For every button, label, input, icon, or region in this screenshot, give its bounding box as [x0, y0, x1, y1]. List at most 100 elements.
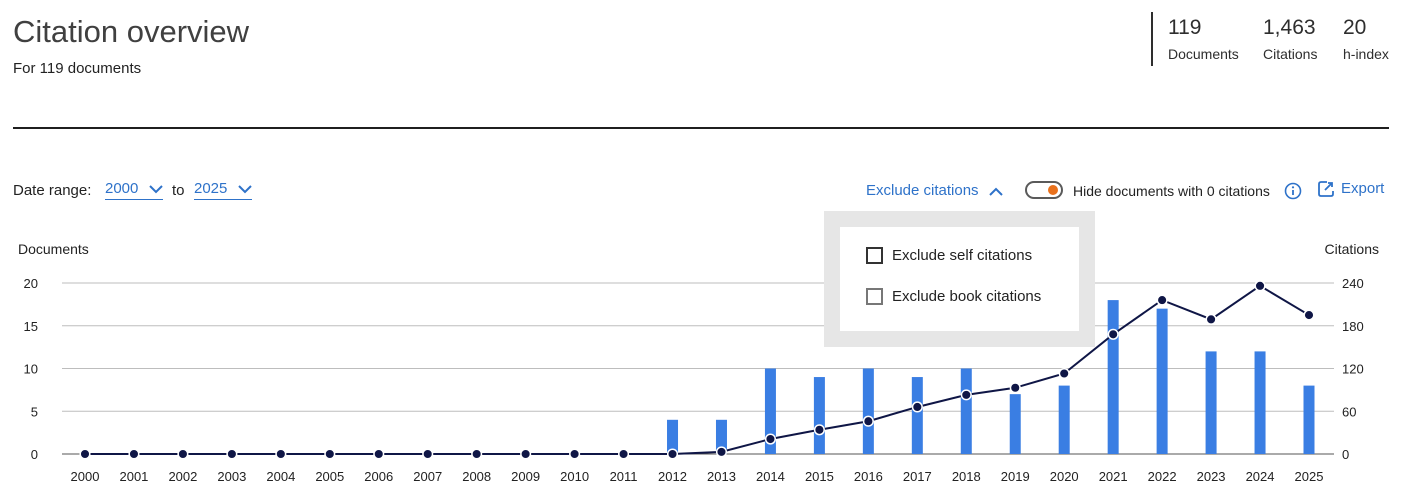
page-subtitle: For 119 documents [13, 60, 142, 77]
metric-value: 20 [1343, 16, 1367, 39]
data-point [813, 424, 825, 436]
exclude-citations-button[interactable]: Exclude citations [866, 182, 1003, 199]
x-tick-label: 2006 [364, 469, 393, 484]
page-title: Citation overview [13, 14, 250, 49]
exclude-citations-label: Exclude citations [866, 182, 979, 199]
export-button[interactable]: Export [1317, 180, 1384, 198]
exclude-book-citations-option[interactable]: Exclude book citations [866, 288, 1041, 305]
y2-tick-label: 0 [1342, 447, 1349, 462]
hide-zero-citations-toggle[interactable] [1025, 181, 1063, 199]
data-point [1156, 294, 1168, 306]
bar [1205, 351, 1217, 454]
metric-h-index: 20 h-index [1343, 16, 1389, 62]
y-tick-label: 20 [24, 276, 38, 291]
metric-value: 1,463 [1263, 16, 1316, 39]
data-point [422, 448, 434, 460]
hide-zero-citations-label: Hide documents with 0 citations [1073, 183, 1270, 199]
export-icon [1318, 181, 1334, 197]
data-point [960, 389, 972, 401]
bar [862, 368, 874, 454]
exclude-book-citations-checkbox[interactable] [866, 288, 883, 305]
info-icon[interactable] [1284, 182, 1302, 204]
y2-axis-title: Citations [1325, 241, 1379, 257]
citation-line [85, 284, 1310, 455]
y-tick-label: 15 [24, 319, 38, 334]
y2-tick-label: 60 [1342, 404, 1356, 419]
data-point [666, 448, 679, 460]
y2-tick-label: 120 [1342, 362, 1364, 377]
x-tick-label: 2016 [854, 469, 883, 484]
data-point [1303, 309, 1315, 321]
x-tick-label: 2024 [1246, 469, 1275, 484]
data-point [128, 448, 140, 460]
y-axis-title: Documents [18, 241, 89, 257]
bar [813, 377, 825, 454]
data-point [1254, 280, 1266, 292]
data-point [177, 448, 189, 460]
x-tick-label: 2009 [511, 469, 540, 484]
bar [911, 377, 923, 454]
x-tick-label: 2025 [1295, 469, 1324, 484]
x-tick-label: 2005 [315, 469, 344, 484]
x-tick-label: 2013 [707, 469, 736, 484]
exclude-citations-menu: Exclude self citations Exclude book cita… [824, 211, 1095, 347]
y-tick-label: 10 [24, 362, 38, 377]
from-year-value: 2000 [105, 180, 139, 197]
bar [1009, 394, 1021, 454]
data-point [1205, 313, 1217, 325]
data-point [520, 448, 532, 460]
bar [1107, 300, 1119, 454]
exclude-self-citations-checkbox[interactable] [866, 247, 883, 264]
data-point [226, 448, 238, 460]
exclude-book-citations-label: Exclude book citations [892, 288, 1042, 305]
x-tick-label: 2012 [658, 469, 687, 484]
exclude-self-citations-option[interactable]: Exclude self citations [866, 247, 1032, 264]
toggle-knob [1048, 185, 1058, 195]
metric-label: Documents [1168, 46, 1239, 62]
chart-controls: Date range: 2000 to 2025 Exclude citatio… [0, 180, 1407, 206]
x-tick-label: 2011 [610, 469, 638, 484]
bar [715, 419, 727, 454]
from-year-select[interactable]: 2000 [105, 180, 163, 200]
data-point [1107, 328, 1119, 340]
bar [1058, 385, 1070, 454]
to-year-value: 2025 [194, 180, 228, 197]
x-tick-label: 2008 [462, 469, 491, 484]
x-tick-label: 2000 [71, 469, 100, 484]
bar [667, 419, 679, 454]
data-point [618, 448, 630, 460]
x-tick-label: 2022 [1148, 469, 1177, 484]
data-point [1058, 367, 1070, 380]
x-tick-label: 2018 [952, 469, 981, 484]
x-tick-label: 2023 [1197, 469, 1226, 484]
to-year-select[interactable]: 2025 [194, 180, 252, 200]
export-label: Export [1341, 180, 1385, 197]
x-tick-label: 2021 [1099, 469, 1128, 484]
citation-chart: Documents Citations0510152006012018024020… [18, 241, 1379, 484]
bar [764, 368, 776, 454]
chevron-down-icon [148, 184, 163, 193]
date-range-label: Date range: [13, 182, 92, 199]
data-point [569, 448, 581, 460]
data-point [373, 448, 385, 460]
data-point [471, 448, 483, 460]
exclude-citations-menu-panel: Exclude self citations Exclude book cita… [840, 227, 1079, 331]
y-tick-label: 5 [31, 404, 38, 419]
y-tick-label: 0 [31, 447, 38, 462]
metrics-panel: 119 Documents 1,463 Citations 20 h-index [1151, 12, 1389, 66]
x-tick-label: 2003 [217, 469, 246, 484]
x-tick-label: 2002 [168, 469, 197, 484]
bar [1254, 351, 1266, 454]
chevron-up-icon [989, 187, 1003, 196]
x-tick-label: 2014 [756, 469, 785, 484]
bar [1156, 308, 1168, 454]
to-label: to [172, 182, 185, 199]
header-divider [13, 127, 1389, 129]
bar [1303, 385, 1315, 454]
data-point [862, 415, 874, 427]
data-point [1009, 382, 1021, 394]
x-tick-label: 2004 [266, 469, 295, 484]
data-point [79, 448, 91, 460]
data-point [324, 448, 336, 460]
metric-label: Citations [1263, 46, 1318, 62]
